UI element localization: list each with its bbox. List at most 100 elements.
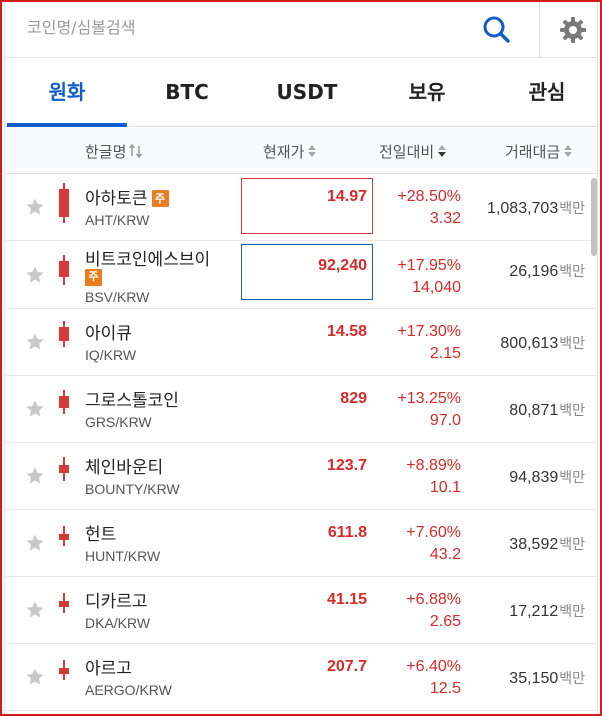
candle-icon (57, 526, 71, 546)
search-icon (483, 16, 510, 43)
star-icon[interactable] (25, 667, 45, 687)
table-row[interactable]: 아하토큰 주 AHT/KRW 14.97 +28.50% 3.32 1,083,7… (5, 174, 597, 241)
star-icon[interactable] (25, 399, 45, 419)
current-price: 14.58 (326, 323, 367, 340)
change-amount: 2.65 (429, 613, 461, 630)
settings-button[interactable] (557, 14, 589, 46)
current-price: 611.8 (327, 524, 367, 541)
change-amount: 43.2 (429, 546, 461, 563)
current-price: 829 (340, 390, 367, 407)
change-amount: 10.1 (429, 479, 461, 496)
coin-symbol: BSV/KRW (85, 289, 150, 305)
candle-icon (57, 255, 71, 285)
current-price: 92,240 (318, 257, 367, 274)
tab-krw[interactable]: 원화 (48, 80, 86, 104)
column-header-price[interactable]: 현재가 (263, 128, 317, 174)
trade-volume: 80,871백만 (509, 402, 585, 419)
trade-volume: 26,196백만 (509, 263, 585, 280)
trade-volume: 1,083,703백만 (487, 200, 585, 217)
table-row[interactable]: 아이큐 IQ/KRW 14.58 +17.30% 2.15 800,613백만 (5, 309, 597, 376)
coin-symbol: IQ/KRW (85, 347, 137, 363)
tab-holdings[interactable]: 보유 (408, 80, 446, 104)
change-amount: 97.0 (429, 412, 461, 429)
table-row[interactable]: 비트코인에스브이 주 BSV/KRW 92,240 +17.95% 14,040… (5, 241, 597, 309)
candle-icon (57, 390, 71, 414)
change-rate: +17.30% (397, 323, 461, 340)
column-header-name[interactable]: 한글명 (85, 128, 143, 174)
column-header-change[interactable]: 전일대비 (379, 128, 447, 174)
current-price: 123.7 (326, 457, 367, 474)
change-rate: +6.88% (406, 591, 461, 608)
star-icon[interactable] (25, 533, 45, 553)
candle-icon (57, 593, 71, 613)
tab-btc[interactable]: BTC (165, 80, 209, 104)
change-rate: +28.50% (397, 188, 461, 205)
coin-name: 그로스톨코인 (85, 391, 179, 411)
search-button[interactable] (479, 12, 515, 48)
star-icon[interactable] (25, 197, 45, 217)
tab-favorites[interactable]: 관심 (528, 80, 566, 104)
sort-icon (564, 145, 573, 157)
price-highlight-box (241, 244, 373, 300)
gear-icon (560, 17, 586, 43)
candle-icon (57, 457, 71, 481)
caution-badge: 주 (151, 190, 169, 207)
star-icon[interactable] (25, 466, 45, 486)
sort-toggle-icon (129, 144, 143, 158)
coin-list-panel: 코인명/심볼검색 원화 BTC USDT (4, 2, 598, 714)
coin-symbol: GRS/KRW (85, 414, 152, 430)
table-row[interactable]: 체인바운티 BOUNTY/KRW 123.7 +8.89% 10.1 94,83… (5, 443, 597, 510)
price-highlight-box (241, 178, 373, 234)
star-icon[interactable] (25, 265, 45, 285)
coin-symbol: BOUNTY/KRW (85, 481, 180, 497)
table-row[interactable]: 헌트 HUNT/KRW 611.8 +7.60% 43.2 38,592백만 (5, 510, 597, 577)
table-header: 한글명 현재가 전일대비 거래대금 (5, 128, 597, 174)
sort-desc-icon (438, 145, 447, 157)
trade-volume: 35,150백만 (509, 670, 585, 687)
change-rate: +7.60% (406, 524, 461, 541)
trade-volume: 38,592백만 (509, 536, 585, 553)
active-tab-indicator (7, 123, 127, 127)
table-row[interactable]: 디카르고 DKA/KRW 41.15 +6.88% 2.65 17,212백만 (5, 577, 597, 644)
candle-icon (57, 183, 71, 223)
coin-symbol: HUNT/KRW (85, 548, 161, 564)
star-icon[interactable] (25, 332, 45, 352)
coin-symbol: AERGO/KRW (85, 682, 172, 698)
change-rate: +13.25% (397, 390, 461, 407)
change-amount: 3.32 (429, 210, 461, 227)
column-change-label: 전일대비 (379, 143, 435, 161)
column-price-label: 현재가 (263, 143, 305, 161)
coin-name: 체인바운티 (85, 458, 164, 478)
search-input[interactable]: 코인명/심볼검색 (27, 18, 136, 37)
coin-symbol: AHT/KRW (85, 212, 150, 228)
sort-icon (308, 145, 317, 157)
search-bar: 코인명/심볼검색 (5, 2, 597, 58)
column-volume-label: 거래대금 (505, 143, 561, 161)
search-divider (539, 2, 540, 58)
trade-volume: 17,212백만 (509, 603, 585, 620)
change-rate: +17.95% (397, 257, 461, 274)
current-price: 14.97 (326, 188, 367, 205)
coin-name: 아하토큰 주 (85, 184, 169, 209)
trade-volume: 800,613백만 (500, 335, 585, 352)
current-price: 207.7 (326, 658, 367, 675)
candle-icon (57, 660, 71, 680)
caution-badge: 주 (85, 269, 102, 286)
star-icon[interactable] (25, 600, 45, 620)
column-name-label: 한글명 (85, 143, 127, 161)
column-header-volume[interactable]: 거래대금 (505, 128, 573, 174)
coin-symbol: DKA/KRW (85, 615, 151, 631)
change-amount: 12.5 (429, 680, 461, 697)
list-scrollbar[interactable] (591, 178, 597, 256)
change-amount: 14,040 (412, 279, 461, 296)
change-rate: +8.89% (406, 457, 461, 474)
table-row[interactable]: 아르고 AERGO/KRW 207.7 +6.40% 12.5 35,150백만 (5, 644, 597, 711)
tab-usdt[interactable]: USDT (276, 80, 338, 104)
market-tabs: 원화 BTC USDT 보유 관심 (5, 59, 597, 127)
trade-volume: 94,839백만 (509, 469, 585, 486)
candle-icon (57, 321, 71, 347)
current-price: 41.15 (326, 591, 367, 608)
table-row[interactable]: 그로스톨코인 GRS/KRW 829 +13.25% 97.0 80,871백만 (5, 376, 597, 443)
change-rate: +6.40% (406, 658, 461, 675)
